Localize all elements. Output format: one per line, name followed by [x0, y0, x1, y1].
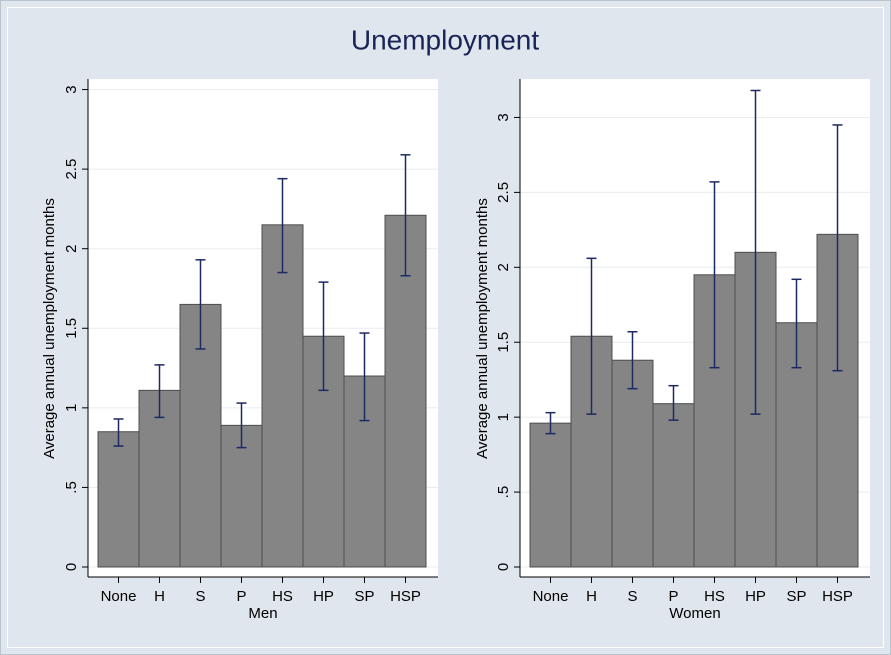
- y-tick-label: 0: [63, 563, 80, 571]
- x-axis-title: Women: [669, 605, 720, 622]
- x-tick-label: HSP: [390, 588, 421, 605]
- x-tick-label: HS: [272, 588, 293, 605]
- y-tick-label: 3: [63, 85, 80, 93]
- x-tick-label: None: [533, 588, 569, 605]
- x-tick-label: HP: [745, 588, 766, 605]
- bar: [97, 431, 140, 568]
- bar: [261, 224, 304, 568]
- y-tick-label: 2: [63, 245, 80, 253]
- chart-title: Unemployment: [351, 24, 540, 55]
- x-tick-label: H: [586, 588, 597, 605]
- bar: [775, 322, 818, 568]
- y-tick-label: 0: [495, 563, 512, 571]
- x-tick-label: P: [236, 588, 246, 605]
- y-tick-label: 3: [495, 113, 512, 121]
- x-tick-label: H: [154, 588, 165, 605]
- y-tick-label: 2.5: [63, 159, 80, 180]
- x-tick-label: S: [195, 588, 205, 605]
- bar: [220, 424, 263, 568]
- y-tick-label: .5: [63, 481, 80, 494]
- x-axis-title: Men: [248, 605, 277, 622]
- bar: [529, 422, 572, 568]
- bar: [693, 274, 736, 568]
- x-tick-label: None: [101, 588, 137, 605]
- x-tick-label: HSP: [822, 588, 853, 605]
- y-axis-title: Average annual unemployment months: [41, 198, 58, 459]
- bar: [138, 389, 181, 568]
- x-tick-label: HP: [313, 588, 334, 605]
- bar: [652, 403, 695, 568]
- y-tick-label: .5: [495, 486, 512, 499]
- bar: [611, 359, 654, 568]
- y-axis-title: Average annual unemployment months: [474, 198, 491, 459]
- x-tick-label: S: [627, 588, 637, 605]
- y-tick-label: 1.5: [63, 318, 80, 339]
- x-tick-label: P: [668, 588, 678, 605]
- x-tick-label: HS: [704, 588, 725, 605]
- x-tick-label: SP: [354, 588, 374, 605]
- y-tick-label: 2.5: [495, 182, 512, 203]
- x-tick-label: SP: [786, 588, 806, 605]
- y-tick-label: 1.5: [495, 332, 512, 353]
- y-tick-label: 1: [495, 413, 512, 421]
- y-tick-label: 2: [495, 263, 512, 271]
- y-tick-label: 1: [63, 404, 80, 412]
